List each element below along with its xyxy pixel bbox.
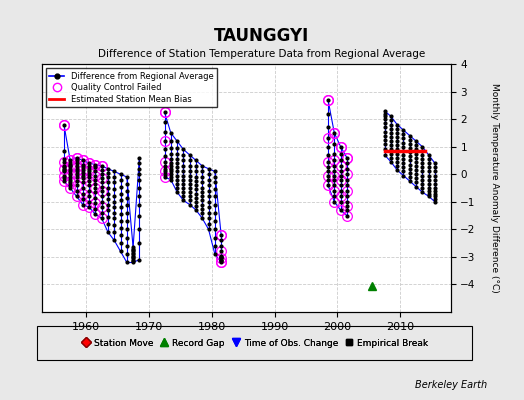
- Legend: Difference from Regional Average, Quality Control Failed, Estimated Station Mean: Difference from Regional Average, Qualit…: [46, 68, 217, 107]
- Text: Difference of Station Temperature Data from Regional Average: Difference of Station Temperature Data f…: [99, 49, 425, 59]
- Y-axis label: Monthly Temperature Anomaly Difference (°C): Monthly Temperature Anomaly Difference (…: [489, 83, 499, 293]
- Legend: Station Move, Record Gap, Time of Obs. Change, Empirical Break: Station Move, Record Gap, Time of Obs. C…: [77, 335, 432, 351]
- Text: Berkeley Earth: Berkeley Earth: [415, 380, 487, 390]
- Text: TAUNGGYI: TAUNGGYI: [214, 27, 310, 45]
